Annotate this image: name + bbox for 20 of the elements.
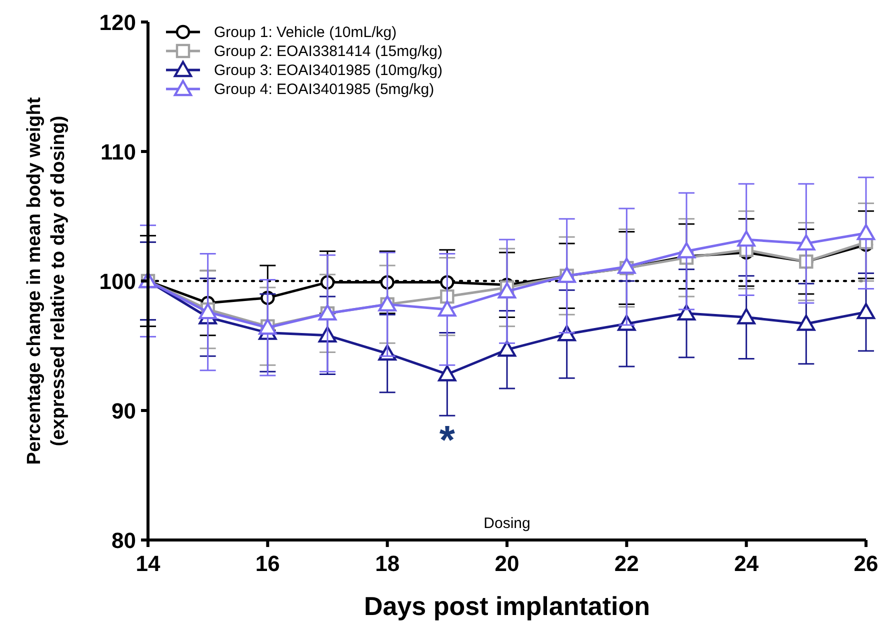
- x-tick-label: 20: [494, 551, 520, 576]
- legend-label: Group 3: EOAI3401985 (10mg/kg): [214, 62, 442, 79]
- legend-label: Group 4: EOAI3401985 (5mg/kg): [214, 81, 434, 98]
- y-tick-label: 120: [99, 10, 136, 35]
- x-tick-label: 26: [854, 551, 878, 576]
- annotation: *: [439, 418, 456, 462]
- x-tick-label: 24: [734, 551, 760, 576]
- legend-label: Group 2: EOAI3381414 (15mg/kg): [214, 43, 442, 60]
- y-tick-label: 100: [99, 269, 136, 294]
- x-tick-label: 18: [375, 551, 400, 576]
- x-tick-label: 16: [255, 551, 280, 576]
- legend-label: Group 1: Vehicle (10mL/kg): [214, 24, 397, 41]
- y-tick-label: 90: [112, 398, 136, 424]
- x-axis-title: Days post implantation: [364, 591, 650, 621]
- y-axis-title: Percentage change in mean body weight (expressed relative to day of dosing): [24, 96, 69, 465]
- y-tick-label: 80: [112, 528, 136, 553]
- x-tick-label: 22: [614, 551, 639, 576]
- annotation: Dosing: [484, 515, 530, 532]
- y-tick-label: 110: [100, 140, 136, 164]
- x-tick-label: 14: [136, 551, 161, 576]
